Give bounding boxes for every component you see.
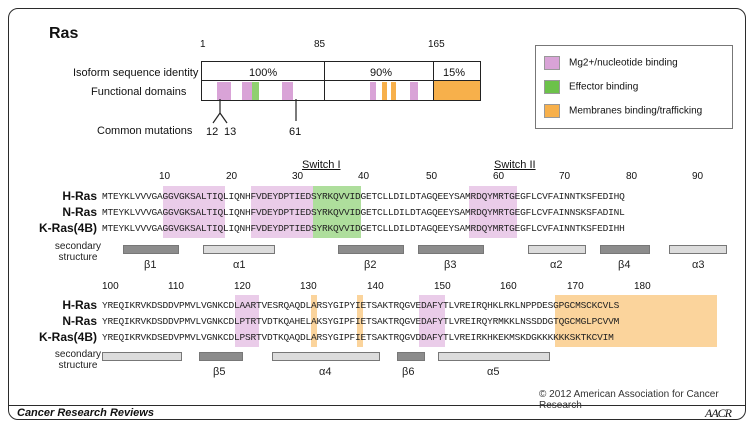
sequence-n-ras-2: YREQIKRVKDSDDVPMVLVGNKCDLPTRTVDTKQAHELAK… <box>102 316 620 327</box>
row-label-n-ras-2: N-Ras <box>62 314 97 328</box>
mutation-13: 13 <box>224 126 237 138</box>
row-label-k-ras-2: K-Ras(4B) <box>38 330 97 344</box>
mutations-label: Common mutations <box>97 125 193 137</box>
identity-label: Isoform sequence identity <box>73 67 199 79</box>
legend: Mg2+/nucleotide binding Effector binding… <box>535 45 733 129</box>
ss-label-b1: β1 <box>144 259 157 271</box>
sequence-k-ras-2: YREQIKRVKDSEDVPMVLVGNKCDLPSRTVDTKQAQDLAR… <box>102 332 614 343</box>
domains-label: Functional domains <box>91 86 187 98</box>
ss-strand-b1 <box>123 245 179 254</box>
membrane-region-1 <box>311 295 317 347</box>
identity-bar <box>201 61 481 101</box>
ss-label-a5: α5 <box>487 366 500 378</box>
ss-strand-b4 <box>600 245 650 254</box>
mg-binding-region-3 <box>469 186 517 238</box>
ss-label-b6: β6 <box>402 366 415 378</box>
legend-item-effector: Effector binding <box>544 80 638 94</box>
figure-title: Ras <box>49 25 79 42</box>
ss-strand-b2 <box>338 245 404 254</box>
row-label-h-ras: H-Ras <box>62 189 97 203</box>
position-165: 165 <box>428 39 445 50</box>
position-1: 1 <box>200 39 206 50</box>
sequence-k-ras-1: MTEYKLVVVGAGGVGKSALTIQLIQNHFVDEYDPTIEDSY… <box>102 223 625 234</box>
aacr-logo: AACR <box>705 406 732 420</box>
ss-label-1: secondary structure <box>54 241 102 263</box>
ss-label-2: secondary structure <box>54 349 102 371</box>
figure-frame: Ras 1 85 165 Isoform sequence identity F… <box>8 8 746 420</box>
identity-pct-1: 100% <box>249 67 278 79</box>
effector-region <box>313 186 361 238</box>
identity-pct-2: 90% <box>370 67 393 79</box>
mg-binding-region-4 <box>235 295 259 347</box>
ss-helix-a2 <box>528 245 586 254</box>
ss-label-a2: α2 <box>550 259 563 271</box>
ss-helix-a5 <box>438 352 550 361</box>
mutation-markers <box>212 99 297 124</box>
footer-title: Cancer Research Reviews <box>17 407 154 419</box>
row-label-n-ras: N-Ras <box>62 205 97 219</box>
identity-pct-3: 15% <box>443 67 466 79</box>
row-label-h-ras-2: H-Ras <box>62 298 97 312</box>
ss-label-b4: β4 <box>618 259 631 271</box>
membrane-region-2 <box>357 295 363 347</box>
ss-label-b2: β2 <box>364 259 377 271</box>
switch-1-label: Switch I <box>302 159 341 171</box>
mg-binding-region-5 <box>419 295 445 347</box>
sequence-h-ras-2: YREQIKRVKDSDDVPMVLVGNKCDLAARTVESRQAQDLAR… <box>102 300 620 311</box>
mg-binding-region-1 <box>163 186 225 238</box>
ss-strand-b6 <box>397 352 425 361</box>
ss-helix-a1 <box>203 245 275 254</box>
ss-helix-a3 <box>669 245 727 254</box>
mutation-12: 12 <box>206 126 219 138</box>
ss-label-b3: β3 <box>444 259 457 271</box>
sequence-h-ras-1: MTEYKLVVVGAGGVGKSALTIQLIQNHFVDEYDPTIEDSY… <box>102 191 625 202</box>
ss-label-a4: α4 <box>319 366 332 378</box>
sequence-n-ras-1: MTEYKLVVVGAGGVGKSALTIQLIQNHFVDEYDPTIEDSY… <box>102 207 625 218</box>
ss-label-b5: β5 <box>213 366 226 378</box>
mutation-61: 61 <box>289 126 302 138</box>
ss-strand-b5 <box>199 352 243 361</box>
ss-label-a1: α1 <box>233 259 246 271</box>
legend-item-membrane: Membranes binding/trafficking <box>544 104 702 118</box>
ss-helix-pre <box>102 352 182 361</box>
block1-ticks: 10 20 30 40 50 60 70 80 90 <box>159 171 704 182</box>
block2-ticks: 100 110 120 130 140 150 160 170 180 <box>102 281 651 292</box>
mg-binding-region-2 <box>251 186 313 238</box>
row-label-k-ras: K-Ras(4B) <box>38 221 97 235</box>
ss-helix-a4 <box>272 352 380 361</box>
membrane-region-3 <box>555 295 717 347</box>
switch-2-label: Switch II <box>494 159 536 171</box>
ss-label-a3: α3 <box>692 259 705 271</box>
position-85: 85 <box>314 39 326 50</box>
footer: Cancer Research Reviews AACR <box>9 405 745 420</box>
legend-item-mg: Mg2+/nucleotide binding <box>544 56 678 70</box>
ss-strand-b3 <box>418 245 484 254</box>
